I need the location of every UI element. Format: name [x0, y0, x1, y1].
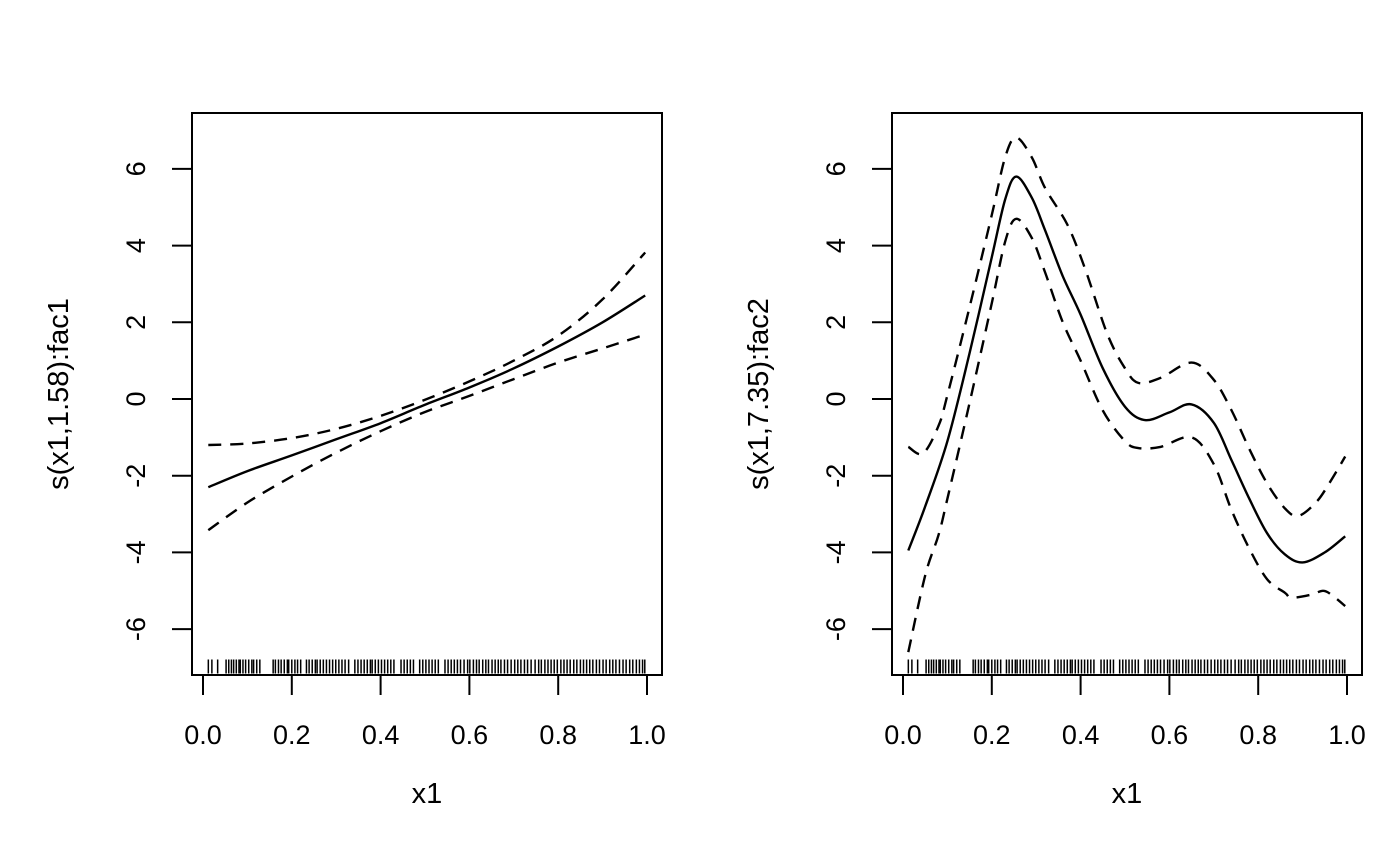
x-axis-tick-label: 0.0	[884, 720, 922, 750]
y-axis-tick-label: 2	[121, 315, 151, 330]
x-axis-tick-label: 0.8	[1239, 720, 1277, 750]
y-axis-tick-label: -6	[121, 617, 151, 641]
y-axis-tick-label: 0	[121, 391, 151, 406]
y-axis-tick-label: -6	[821, 617, 851, 641]
fit-curve	[207, 294, 646, 489]
x-axis-label: x1	[412, 778, 443, 810]
y-axis-label: s(x1,7.35):fac2	[743, 298, 775, 490]
x-axis-tick-label: 0.4	[362, 720, 400, 750]
x-axis-tick-label: 0.2	[973, 720, 1011, 750]
rug	[207, 659, 646, 674]
y-axis-tick-label: 4	[821, 238, 851, 253]
x-axis-tick-label: 0.0	[184, 720, 222, 750]
y-axis-tick-label: -4	[121, 540, 151, 564]
upper-95ci-curve	[208, 251, 647, 447]
left-panel-svg: 0.0 0.2 0.4 0.6 0.8 1.0 -6 -4 -2 0 2 4 6 x1 s(x1,1.58)…	[43, 112, 666, 810]
y-axis-tick-label: -2	[121, 464, 151, 488]
x-axis-tick-label: 1.0	[1328, 720, 1366, 750]
y-axis-tick-label: 6	[821, 161, 851, 176]
right-panel-svg: 0.0 0.2 0.4 0.6 0.8 1.0 -6 -4 -2 0 2 4 6 x1 s(x1,7.35)…	[743, 112, 1366, 810]
y-axis-tick-label: 6	[121, 161, 151, 176]
y-axis-tick-label: 2	[821, 315, 851, 330]
plot-frame	[191, 112, 663, 676]
y-axis-label: s(x1,1.58):fac1	[43, 298, 75, 490]
fit-curve	[907, 175, 1346, 564]
y-axis-tick-label: 0	[821, 391, 851, 406]
x-axis-tick-label: 0.8	[539, 720, 577, 750]
x-axis-tick-label: 1.0	[628, 720, 666, 750]
y-axis-tick-label: -4	[821, 540, 851, 564]
x-axis-tick-label: 0.6	[1151, 720, 1189, 750]
lower-95ci-curve	[907, 217, 1346, 653]
x-axis-tick-label: 0.4	[1062, 720, 1100, 750]
y-axis-tick-label: 4	[121, 238, 151, 253]
x-axis-tick-label: 0.6	[451, 720, 489, 750]
upper-95ci-curve	[907, 136, 1347, 518]
x-axis-label: x1	[1112, 778, 1143, 810]
y-axis-tick-label: -2	[821, 464, 851, 488]
lower-95ci-curve	[207, 333, 646, 532]
rug	[907, 659, 1346, 674]
x-axis-tick-label: 0.2	[273, 720, 311, 750]
plot-frame	[891, 112, 1363, 676]
